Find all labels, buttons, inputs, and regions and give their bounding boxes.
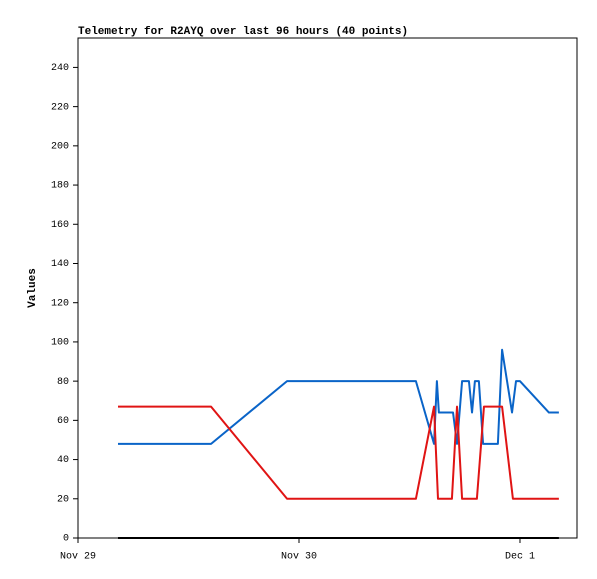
chart-title: Telemetry for R2AYQ over last 96 hours (… xyxy=(78,26,408,38)
y-tick-label: 100 xyxy=(51,338,69,349)
y-tick-label: 80 xyxy=(57,377,69,388)
y-tick-label: 60 xyxy=(57,416,69,427)
y-tick-label: 20 xyxy=(57,494,69,505)
y-tick-label: 200 xyxy=(51,141,69,152)
line-series xyxy=(118,348,559,445)
x-tick-label: Nov 29 xyxy=(60,552,96,563)
y-tick-label: 140 xyxy=(51,259,69,270)
y-tick-label: 240 xyxy=(51,63,69,74)
y-tick-label: 180 xyxy=(51,181,69,192)
line-series xyxy=(118,405,559,500)
y-tick-label: 120 xyxy=(51,298,69,309)
y-tick-label: 160 xyxy=(51,220,69,231)
y-tick-label: 220 xyxy=(51,102,69,113)
y-tick-label: 0 xyxy=(63,534,69,545)
y-axis-label: Values xyxy=(27,268,39,308)
x-tick-label: Dec 1 xyxy=(505,552,535,563)
plot-frame xyxy=(77,37,578,539)
y-tick-label: 40 xyxy=(57,455,69,466)
x-tick-label: Nov 30 xyxy=(281,552,317,563)
